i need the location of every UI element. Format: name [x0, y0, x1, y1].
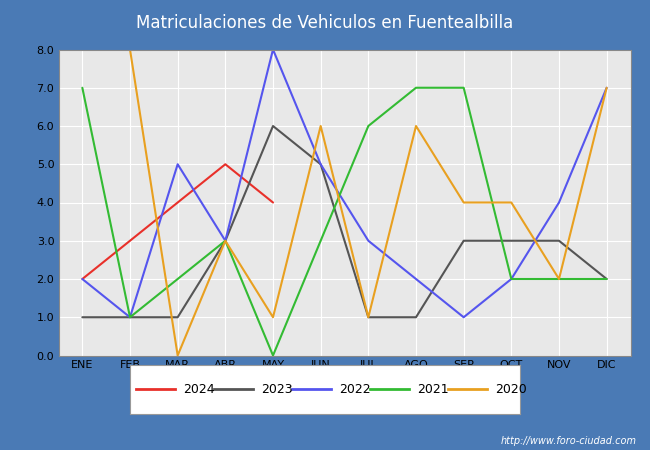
2024 [174, 200, 181, 205]
2021 [269, 353, 277, 358]
2023 [317, 162, 324, 167]
2022 [365, 238, 372, 243]
2022 [603, 85, 610, 90]
2021 [317, 238, 324, 243]
2020 [460, 200, 467, 205]
2021 [603, 276, 610, 282]
2020 [412, 123, 420, 129]
2020 [508, 200, 515, 205]
Text: 2021: 2021 [417, 383, 448, 396]
2021 [555, 276, 563, 282]
2022 [508, 276, 515, 282]
2022 [174, 162, 181, 167]
2022 [555, 200, 563, 205]
2021 [174, 276, 181, 282]
2024 [222, 162, 229, 167]
2024 [269, 200, 277, 205]
Text: 2024: 2024 [183, 383, 214, 396]
Line: 2023: 2023 [83, 126, 606, 317]
2021 [460, 85, 467, 90]
2022 [269, 47, 277, 52]
2022 [412, 276, 420, 282]
2021 [79, 85, 86, 90]
Text: 2020: 2020 [495, 383, 526, 396]
2020 [555, 276, 563, 282]
2023 [460, 238, 467, 243]
Text: 2023: 2023 [261, 383, 292, 396]
2022 [79, 276, 86, 282]
2024 [126, 238, 134, 243]
2023 [269, 123, 277, 129]
2022 [126, 315, 134, 320]
2020 [222, 238, 229, 243]
Text: 2022: 2022 [339, 383, 370, 396]
2023 [365, 315, 372, 320]
2022 [317, 162, 324, 167]
2023 [79, 315, 86, 320]
2020 [174, 353, 181, 358]
2020 [79, 47, 86, 52]
Line: 2020: 2020 [83, 50, 606, 356]
2020 [269, 315, 277, 320]
Line: 2021: 2021 [83, 88, 606, 356]
Line: 2024: 2024 [83, 164, 273, 279]
2023 [222, 238, 229, 243]
2023 [174, 315, 181, 320]
2023 [603, 276, 610, 282]
2021 [412, 85, 420, 90]
2020 [603, 85, 610, 90]
2020 [365, 315, 372, 320]
2023 [412, 315, 420, 320]
Text: Matriculaciones de Vehiculos en Fuentealbilla: Matriculaciones de Vehiculos en Fuenteal… [136, 14, 514, 32]
2021 [126, 315, 134, 320]
2022 [460, 315, 467, 320]
2020 [126, 47, 134, 52]
Text: http://www.foro-ciudad.com: http://www.foro-ciudad.com [501, 436, 637, 446]
Line: 2022: 2022 [83, 50, 606, 317]
2021 [222, 238, 229, 243]
2024 [79, 276, 86, 282]
2023 [508, 238, 515, 243]
2023 [555, 238, 563, 243]
2021 [365, 123, 372, 129]
2020 [317, 123, 324, 129]
2021 [508, 276, 515, 282]
2022 [222, 238, 229, 243]
2023 [126, 315, 134, 320]
